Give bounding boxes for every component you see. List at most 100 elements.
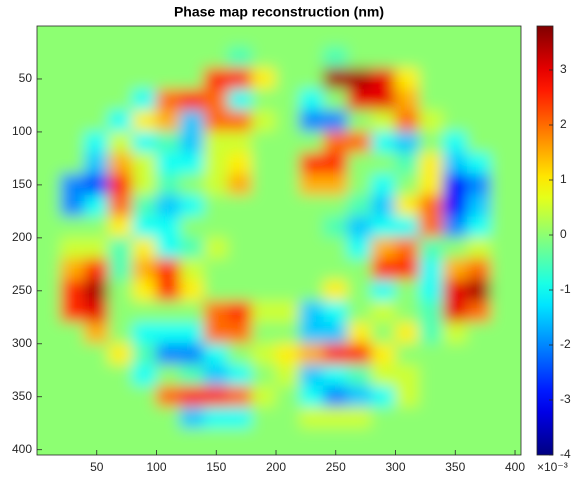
heatmap-cell	[299, 300, 325, 324]
heatmap-cell	[275, 26, 301, 48]
heatmap-cell	[299, 110, 325, 133]
heatmap-cell	[490, 46, 516, 69]
heatmap-cell	[371, 89, 397, 112]
heatmap-cell	[323, 89, 349, 112]
heatmap-cell	[275, 258, 301, 281]
heatmap-cell	[156, 279, 181, 302]
heatmap-cell	[179, 406, 205, 430]
heatmap-cell	[108, 67, 134, 91]
heatmap-cell	[179, 26, 205, 48]
heatmap-cell	[108, 26, 134, 48]
heatmap-cell	[60, 300, 86, 324]
heatmap-cell	[227, 152, 253, 175]
heatmap-cell	[418, 237, 444, 260]
colorbar-tick-label: -3	[560, 392, 571, 406]
heatmap-cell	[490, 385, 516, 408]
heatmap-cell	[156, 237, 181, 260]
heatmap-cell	[395, 46, 420, 69]
heatmap-cell	[156, 216, 181, 239]
heatmap-cell	[108, 152, 134, 175]
heatmap-cell	[466, 89, 492, 112]
heatmap-cell	[442, 131, 468, 154]
heatmap-cell	[323, 279, 349, 302]
heatmap-cell	[203, 258, 229, 281]
heatmap-cell	[156, 152, 181, 175]
heatmap-cell	[132, 152, 158, 175]
heatmap-cell	[323, 237, 349, 260]
heatmap-cell	[84, 26, 110, 48]
heatmap-cell	[275, 131, 301, 154]
heatmap-cell	[108, 385, 134, 408]
heatmap-cell	[347, 89, 373, 112]
heatmap	[37, 26, 521, 455]
heatmap-cell	[37, 216, 62, 239]
heatmap-cell	[395, 428, 420, 451]
heatmap-cell	[395, 279, 420, 302]
heatmap-cell	[490, 194, 516, 218]
heatmap-cell	[395, 343, 420, 366]
heatmap-cell	[108, 258, 134, 281]
heatmap-cell	[466, 385, 492, 408]
heatmap-cell	[203, 67, 229, 91]
heatmap-cell	[37, 258, 62, 281]
heatmap-cell	[442, 343, 468, 366]
heatmap-cell	[179, 279, 205, 302]
heatmap-cell	[179, 343, 205, 366]
heatmap-cell	[371, 300, 397, 324]
x-tick-label: 100	[146, 460, 166, 474]
heatmap-cell	[299, 428, 325, 451]
heatmap-cell	[84, 67, 110, 91]
colorbar-tick-label: 1	[560, 172, 567, 186]
heatmap-cell	[60, 364, 86, 387]
heatmap-cell	[442, 258, 468, 281]
heatmap-cell	[323, 258, 349, 281]
heatmap-cell	[275, 364, 301, 387]
heatmap-cell	[251, 152, 277, 175]
heatmap-cell	[60, 173, 86, 196]
heatmap-cell	[395, 26, 420, 48]
heatmap-cell	[299, 89, 325, 112]
heatmap-cell	[275, 152, 301, 175]
heatmap-cell	[395, 406, 420, 430]
heatmap-cell	[371, 216, 397, 239]
heatmap-cell	[60, 279, 86, 302]
heatmap-cell	[347, 67, 373, 91]
heatmap-cell	[347, 258, 373, 281]
heatmap-cell	[203, 89, 229, 112]
heatmap-cell	[37, 89, 62, 112]
heatmap-cell	[203, 237, 229, 260]
heatmap-cell	[418, 216, 444, 239]
heatmap-cell	[132, 364, 158, 387]
heatmap-cell	[490, 67, 516, 91]
heatmap-cell	[179, 428, 205, 451]
heatmap-cell	[132, 385, 158, 408]
heatmap-cell	[251, 216, 277, 239]
heatmap-cell	[179, 364, 205, 387]
heatmap-cell	[60, 343, 86, 366]
heatmap-cell	[37, 385, 62, 408]
heatmap-cell	[84, 300, 110, 324]
heatmap-cell	[203, 46, 229, 69]
heatmap-cell	[371, 110, 397, 133]
heatmap-cell	[466, 173, 492, 196]
heatmap-cell	[371, 26, 397, 48]
heatmap-cell	[371, 258, 397, 281]
heatmap-cell	[442, 216, 468, 239]
heatmap-cell	[323, 152, 349, 175]
heatmap-cell	[37, 110, 62, 133]
x-tick-label: 200	[266, 460, 286, 474]
heatmap-cell	[60, 67, 86, 91]
heatmap-cell	[347, 300, 373, 324]
heatmap-cell	[418, 322, 444, 345]
heatmap-cell	[418, 89, 444, 112]
heatmap-cell	[442, 385, 468, 408]
x-tick-label: 400	[505, 460, 525, 474]
heatmap-cell	[490, 406, 516, 430]
heatmap-cell	[275, 67, 301, 91]
heatmap-cell	[132, 300, 158, 324]
heatmap-cell	[395, 300, 420, 324]
heatmap-cell	[466, 67, 492, 91]
heatmap-cell	[275, 194, 301, 218]
heatmap-cell	[37, 343, 62, 366]
heatmap-cell	[60, 385, 86, 408]
